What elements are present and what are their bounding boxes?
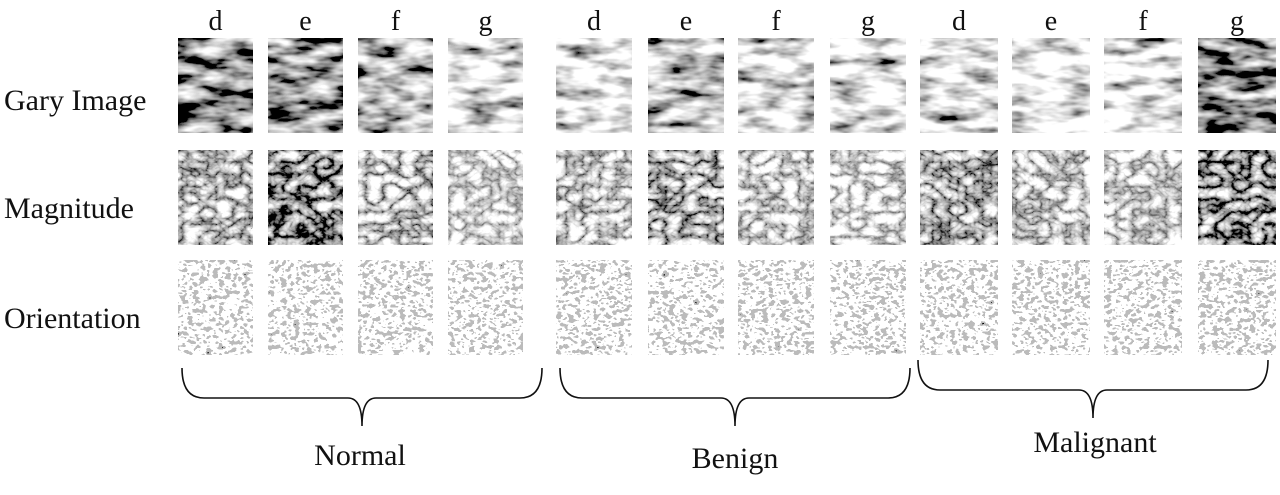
image-tile bbox=[1012, 38, 1090, 133]
brace bbox=[917, 359, 1269, 419]
image-tile bbox=[830, 38, 906, 133]
image-tile bbox=[556, 260, 632, 355]
image-tile bbox=[738, 38, 814, 133]
image-tile bbox=[920, 38, 998, 133]
image-tile bbox=[448, 260, 523, 355]
group-label: Benign bbox=[692, 442, 779, 475]
row-label: Orientation bbox=[4, 302, 141, 335]
image-tile bbox=[268, 260, 343, 355]
image-tile bbox=[178, 38, 253, 133]
image-tile bbox=[1104, 150, 1182, 245]
image-tile bbox=[648, 260, 724, 355]
image-tile bbox=[178, 260, 253, 355]
column-label: f bbox=[391, 6, 401, 37]
column-label: d bbox=[209, 6, 223, 37]
image-tile bbox=[358, 38, 433, 133]
group-label: Malignant bbox=[1033, 426, 1157, 459]
image-tile bbox=[830, 260, 906, 355]
image-tile bbox=[1198, 38, 1276, 133]
image-tile bbox=[738, 260, 814, 355]
column-label: e bbox=[299, 6, 311, 37]
image-tile bbox=[648, 38, 724, 133]
image-tile bbox=[830, 150, 906, 245]
image-tile bbox=[920, 150, 998, 245]
image-tile bbox=[1012, 260, 1090, 355]
image-tile bbox=[268, 150, 343, 245]
image-tile bbox=[738, 150, 814, 245]
column-label: f bbox=[1138, 6, 1148, 37]
image-tile bbox=[1198, 150, 1276, 245]
image-tile bbox=[1104, 260, 1182, 355]
column-label: g bbox=[479, 6, 493, 37]
image-tile bbox=[556, 38, 632, 133]
row-label: Magnitude bbox=[4, 192, 134, 225]
column-label: d bbox=[952, 6, 966, 37]
image-tile bbox=[1012, 150, 1090, 245]
image-tile bbox=[556, 150, 632, 245]
image-tile bbox=[358, 260, 433, 355]
column-label: g bbox=[861, 6, 875, 37]
column-label: e bbox=[680, 6, 692, 37]
brace bbox=[181, 367, 543, 427]
group-label: Normal bbox=[314, 439, 406, 472]
image-tile bbox=[648, 150, 724, 245]
image-tile bbox=[1104, 38, 1182, 133]
image-tile bbox=[920, 260, 998, 355]
image-tile bbox=[448, 150, 523, 245]
column-label: f bbox=[771, 6, 781, 37]
image-tile bbox=[448, 38, 523, 133]
image-tile bbox=[268, 38, 343, 133]
column-label: g bbox=[1230, 6, 1244, 37]
image-tile bbox=[358, 150, 433, 245]
column-label: e bbox=[1045, 6, 1057, 37]
image-tile bbox=[1198, 260, 1276, 355]
column-label: d bbox=[587, 6, 601, 37]
image-tile bbox=[178, 150, 253, 245]
brace bbox=[559, 367, 911, 427]
row-label: Gary Image bbox=[4, 84, 146, 117]
